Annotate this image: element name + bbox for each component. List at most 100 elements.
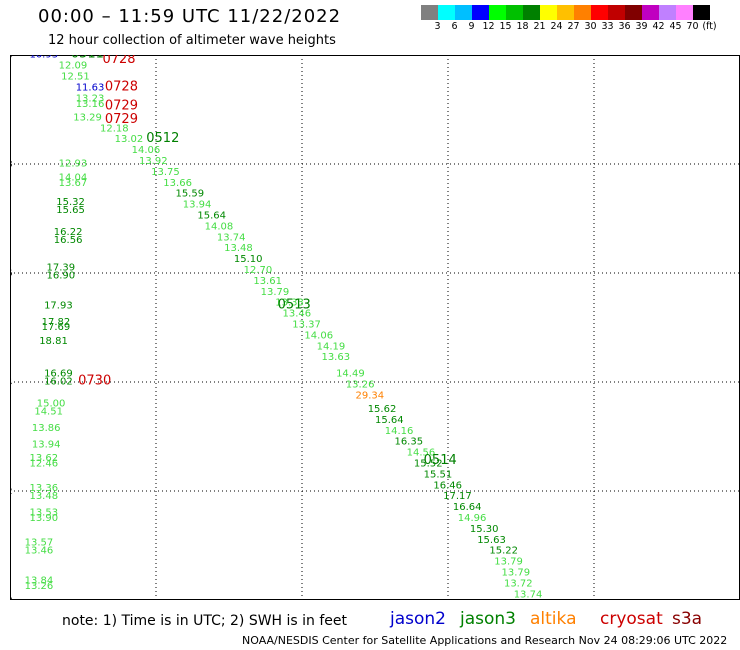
scale-label: 24 xyxy=(550,21,563,32)
scale-label: 9 xyxy=(468,21,475,32)
swh-value: 14.96 xyxy=(458,513,487,524)
swh-value: 13.48 xyxy=(29,491,58,502)
swh-value: 15.32 xyxy=(56,197,85,208)
scale-swatch xyxy=(506,5,523,20)
swh-value: 13.72 xyxy=(504,578,533,589)
legend-jason3: jason3 xyxy=(460,609,516,629)
swh-value: 14.04 xyxy=(59,172,88,183)
swh-value: 13.79 xyxy=(502,567,531,578)
scale-swatch xyxy=(523,5,540,20)
page-title: 00:00 – 11:59 UTC 11/22/2022 xyxy=(38,6,342,27)
scale-swatch xyxy=(489,5,506,20)
swh-value: 17.69 xyxy=(42,322,71,333)
swh-value: 15.65 xyxy=(56,205,85,216)
swh-value: 16.22 xyxy=(54,227,83,238)
scale-swatch xyxy=(625,5,642,20)
time-label: 0728 xyxy=(105,79,138,94)
swh-value: 16.56 xyxy=(54,235,83,246)
time-label: 0728 xyxy=(102,55,135,67)
swh-value: 13.67 xyxy=(59,178,88,189)
footer-credit: NOAA/NESDIS Center for Satellite Applica… xyxy=(242,634,728,647)
swh-value: 13.16 xyxy=(76,99,105,110)
legend-jason2: jason2 xyxy=(390,609,446,629)
page-subtitle: 12 hour collection of altimeter wave hei… xyxy=(48,33,336,48)
time-label: 0511 xyxy=(71,55,104,62)
scale-label: 6 xyxy=(451,21,458,32)
swh-value: 12.09 xyxy=(59,61,88,72)
swh-value: 18.81 xyxy=(39,336,68,347)
swh-value: 13.74 xyxy=(514,589,543,600)
scale-swatch xyxy=(557,5,574,20)
swh-value: 13.37 xyxy=(292,320,321,331)
legend-s3a: s3a xyxy=(672,609,703,629)
swh-value: 13.57 xyxy=(25,538,54,549)
swh-value: 13.53 xyxy=(29,508,58,519)
swh-value: 15.51 xyxy=(424,469,453,480)
scale-label: 42 xyxy=(652,21,665,32)
swh-value: 13.92 xyxy=(139,156,168,167)
scale-label: 30 xyxy=(584,21,597,32)
swh-value: 16.02 xyxy=(44,377,73,388)
scale-swatch xyxy=(693,5,710,20)
scale-swatch xyxy=(642,5,659,20)
swh-value: 12.51 xyxy=(61,72,90,83)
swh-value: 13.75 xyxy=(151,167,180,178)
swh-value: 16.35 xyxy=(394,437,423,448)
swh-value: 15.30 xyxy=(470,524,499,535)
swh-value: 11.63 xyxy=(76,82,105,93)
swh-value: 13.33 xyxy=(275,298,304,309)
swh-value: 13.86 xyxy=(32,423,61,434)
scale-swatch xyxy=(438,5,455,20)
scale-label: 18 xyxy=(516,21,529,32)
swh-value: 14.16 xyxy=(385,426,414,437)
swh-value: 14.06 xyxy=(132,145,161,156)
scale-label: 3 xyxy=(434,21,441,32)
scale-label: 45 xyxy=(669,21,682,32)
swh-value: 15.64 xyxy=(375,415,404,426)
scale-label: 15 xyxy=(499,21,512,32)
swh-value: 12.93 xyxy=(59,159,88,170)
scale-swatch xyxy=(540,5,557,20)
swh-value: 29.34 xyxy=(356,390,385,401)
swh-value: 13.29 xyxy=(73,112,102,123)
scale-swatch xyxy=(676,5,693,20)
swh-value: 17.93 xyxy=(44,300,73,311)
map-plot: -30-27-24-21-18-1550484644424010.9312.09… xyxy=(10,55,740,600)
swh-value: 14.08 xyxy=(205,221,234,232)
y-tick-label: 40 xyxy=(10,596,13,600)
scale-label: 36 xyxy=(618,21,631,32)
time-label: 0729 xyxy=(105,99,138,114)
y-tick-label: 50 xyxy=(10,55,13,61)
scale-label: 33 xyxy=(601,21,614,32)
scale-swatch xyxy=(608,5,625,20)
scale-swatch xyxy=(472,5,489,20)
swh-value: 13.84 xyxy=(25,576,54,587)
swh-value: 15.62 xyxy=(368,404,397,415)
legend-cryosat: cryosat xyxy=(600,609,663,629)
time-label: 0513 xyxy=(278,297,311,312)
y-tick-label: 48 xyxy=(10,160,13,170)
scale-label: 70 xyxy=(686,21,699,32)
note-text: note: 1) Time is in UTC; 2) SWH is in fe… xyxy=(62,613,348,629)
swh-value: 13.48 xyxy=(224,243,253,254)
time-label: 0514 xyxy=(424,453,457,468)
swh-value: 13.36 xyxy=(29,483,58,494)
swh-value: 13.79 xyxy=(494,557,523,568)
swh-value: 13.94 xyxy=(183,200,212,211)
time-label: 0729 xyxy=(105,112,138,127)
swh-value: 10.93 xyxy=(29,55,58,61)
swh-value: 15.59 xyxy=(175,189,204,200)
swh-value: 14.56 xyxy=(407,448,436,459)
swh-value: 13.90 xyxy=(29,513,58,524)
scale-label: 27 xyxy=(567,21,580,32)
swh-value: 14.06 xyxy=(304,330,333,341)
color-scale-bar xyxy=(421,5,710,20)
swh-value: 12.18 xyxy=(100,123,129,134)
swh-value: 12.46 xyxy=(29,458,58,469)
swh-value: 13.61 xyxy=(253,276,282,287)
swh-value: 12.70 xyxy=(244,265,273,276)
swh-value: 13.46 xyxy=(283,309,312,320)
swh-value: 15.63 xyxy=(477,535,506,546)
swh-value: 13.26 xyxy=(25,581,54,592)
legend-altika: altika xyxy=(530,609,577,629)
